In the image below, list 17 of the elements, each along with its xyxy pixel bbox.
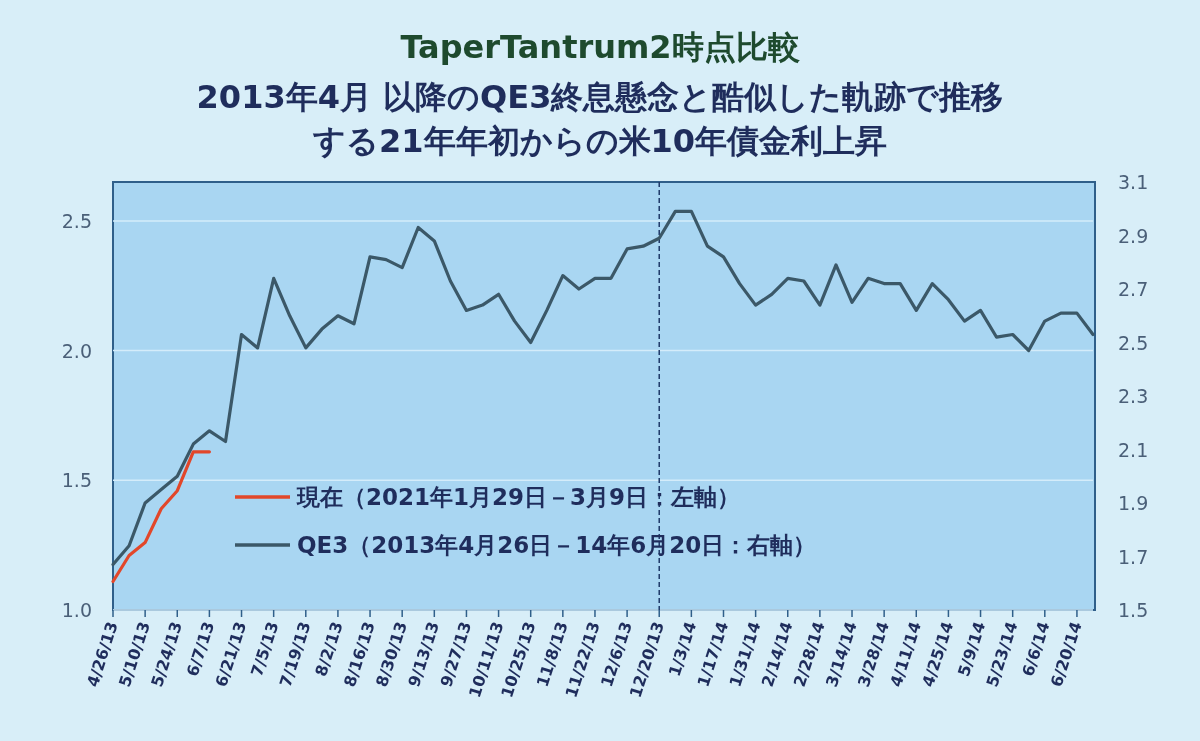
chart-title: TaperTantrum2時点比較 — [400, 28, 800, 66]
y2-tick-label: 2.1 — [1118, 438, 1149, 461]
y-tick-label: 1.0 — [61, 599, 92, 621]
legend-label: QE3（2013年4月26日－14年6月20日：右軸） — [297, 532, 817, 558]
y-tick-label: 2.0 — [61, 339, 92, 362]
y2-tick-label: 1.5 — [1118, 599, 1149, 621]
y2-tick-label: 2.9 — [1118, 224, 1149, 247]
y-tick-label: 1.5 — [61, 469, 92, 492]
y2-tick-label: 2.5 — [1118, 331, 1149, 354]
y2-tick-label: 1.9 — [1118, 492, 1149, 514]
y-tick-label: 2.5 — [61, 209, 92, 232]
y2-tick-label: 3.1 — [1118, 171, 1149, 193]
chart-subtitle: 2013年4月 以降のQE3終息懸念と酷似した軌跡で推移する21年年初からの米10年債金利上昇 — [196, 78, 1004, 160]
y2-tick-label: 2.7 — [1118, 278, 1149, 300]
y2-tick-label: 1.7 — [1118, 545, 1149, 568]
y2-tick-label: 2.3 — [1118, 385, 1149, 407]
legend-label: 現在（2021年1月29日－3月9日：左軸） — [296, 484, 741, 510]
